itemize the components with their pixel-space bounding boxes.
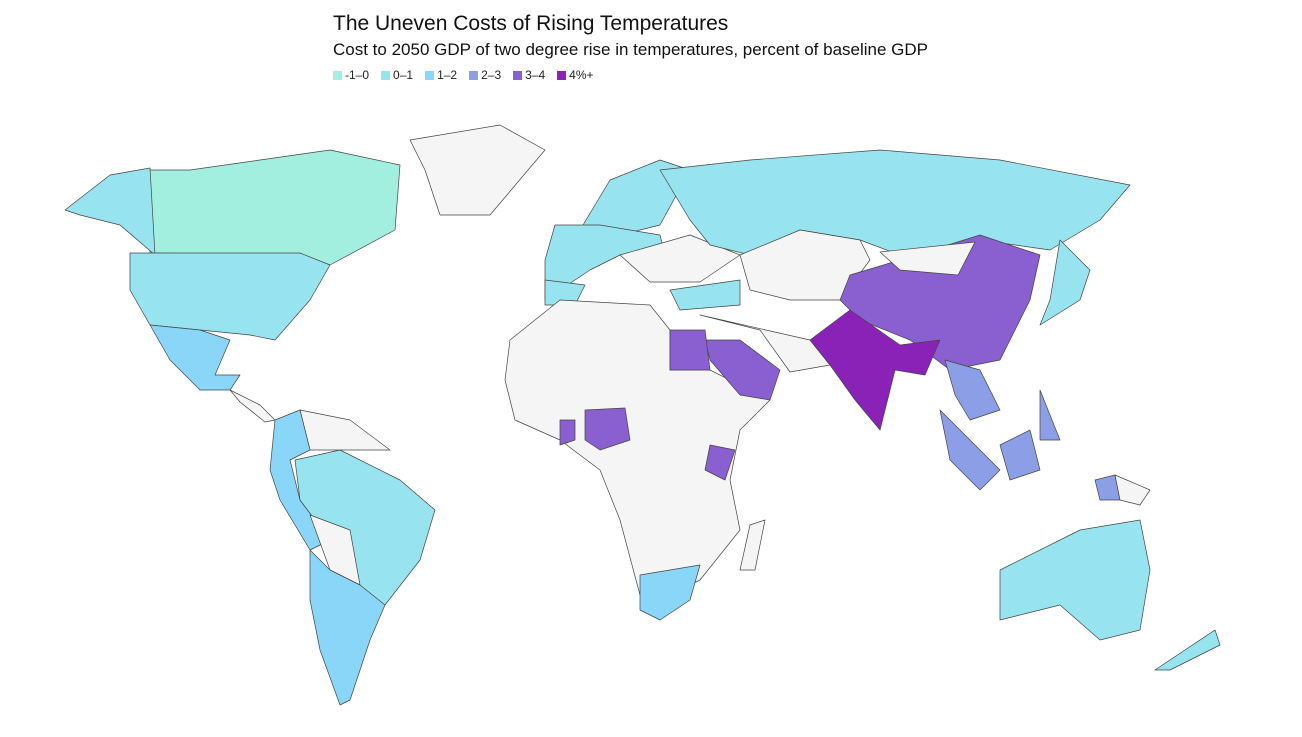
title: The Uneven Costs of Rising Temperatures bbox=[333, 12, 729, 35]
legend-swatch bbox=[381, 70, 391, 80]
country bbox=[64, 167, 156, 256]
legend-label: 0–1 bbox=[393, 68, 414, 82]
country bbox=[669, 329, 711, 371]
country bbox=[1154, 629, 1221, 671]
legend-item: -1–0 bbox=[333, 68, 369, 82]
legend-item: 3–4 bbox=[513, 68, 545, 82]
legend-swatch bbox=[425, 70, 435, 80]
subtitle: Cost to 2050 GDP of two degree rise in t… bbox=[333, 40, 928, 59]
legend: -1–0 0–1 1–2 2–3 3–4 4%+ bbox=[333, 68, 973, 82]
country bbox=[559, 419, 576, 446]
country bbox=[309, 549, 386, 706]
country bbox=[659, 149, 1131, 256]
country bbox=[704, 339, 781, 401]
country bbox=[1114, 474, 1151, 506]
country bbox=[999, 429, 1041, 481]
legend-label: 4%+ bbox=[569, 68, 594, 82]
country bbox=[944, 359, 1001, 421]
country bbox=[1039, 239, 1091, 326]
country bbox=[879, 241, 976, 276]
country bbox=[699, 314, 831, 373]
country bbox=[999, 519, 1151, 641]
country bbox=[1039, 389, 1061, 441]
country bbox=[299, 409, 391, 451]
legend-item: 0–1 bbox=[381, 68, 413, 82]
legend-label: 2–3 bbox=[481, 68, 502, 82]
legend-label: -1–0 bbox=[345, 68, 370, 82]
legend-swatch bbox=[557, 70, 567, 80]
header: The Uneven Costs of Rising Temperatures … bbox=[333, 12, 973, 82]
country bbox=[939, 409, 1001, 491]
legend-item: 4%+ bbox=[557, 68, 594, 82]
legend-item: 1–2 bbox=[425, 68, 457, 82]
country bbox=[409, 124, 546, 216]
legend-swatch bbox=[333, 70, 342, 80]
country bbox=[809, 309, 941, 431]
country bbox=[704, 444, 736, 481]
country bbox=[584, 407, 631, 451]
country bbox=[639, 564, 701, 621]
country bbox=[669, 279, 741, 311]
country bbox=[739, 519, 766, 571]
country bbox=[149, 324, 241, 391]
legend-label: 3–4 bbox=[525, 68, 546, 82]
country bbox=[229, 389, 276, 423]
country bbox=[129, 252, 331, 341]
country bbox=[149, 149, 401, 266]
legend-label: 1–2 bbox=[437, 68, 458, 82]
legend-swatch bbox=[513, 70, 523, 80]
legend-item: 2–3 bbox=[469, 68, 501, 82]
country bbox=[619, 234, 741, 283]
legend-swatch bbox=[469, 70, 479, 80]
